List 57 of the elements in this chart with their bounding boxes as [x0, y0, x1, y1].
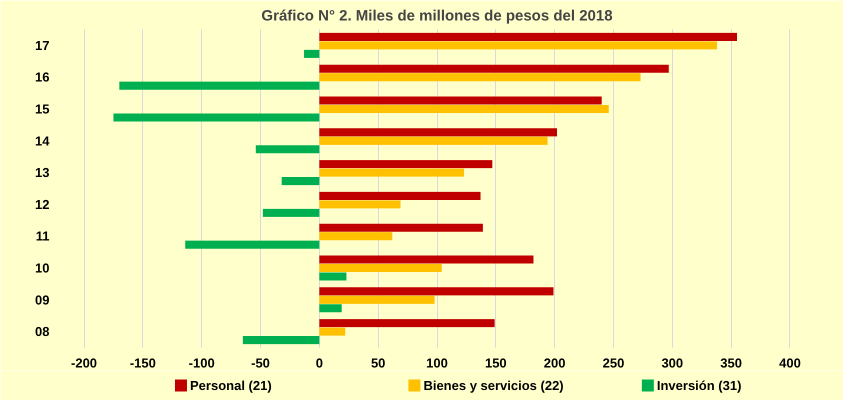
bar: [262, 208, 320, 217]
bar: [304, 50, 320, 58]
x-tick-label: 250: [602, 356, 624, 370]
bar: [319, 168, 464, 177]
x-tick-label: 300: [661, 356, 684, 370]
x-tick-label: 350: [720, 356, 742, 370]
y-tick-label: 13: [35, 165, 50, 180]
x-tick-label: -50: [251, 356, 270, 370]
y-tick-label: 16: [35, 70, 50, 85]
chart-title: Gráfico N° 2. Miles de millones de pesos del 2018: [261, 8, 613, 24]
x-tick-label: 400: [779, 356, 801, 370]
bar: [319, 319, 495, 328]
bar: [113, 113, 320, 122]
x-tick-label: -150: [130, 356, 156, 370]
bar: [242, 336, 320, 344]
bar: [319, 128, 558, 136]
legend-label: Personal (21): [190, 378, 272, 393]
bar: [282, 177, 320, 186]
x-tick-label: 50: [370, 356, 386, 370]
y-tick-label: 17: [35, 38, 50, 53]
bar: [185, 240, 320, 249]
bar: [319, 104, 609, 114]
bar: [319, 160, 492, 168]
bar: [319, 287, 554, 296]
bar: [319, 41, 718, 50]
bar: [319, 272, 346, 281]
bar: [256, 145, 320, 154]
y-tick-label: 10: [35, 260, 50, 276]
legend-label: Bienes y servicios (22): [423, 378, 564, 393]
bar: [319, 296, 435, 304]
bar: [119, 82, 320, 90]
bar: [319, 136, 548, 145]
x-tick-label: 100: [426, 356, 448, 370]
y-tick-label: 14: [35, 133, 50, 148]
y-tick-label: 09: [35, 292, 50, 308]
y-tick-label: 15: [35, 102, 50, 116]
x-tick-label: -100: [188, 356, 215, 370]
legend-label: Inversión (31): [656, 378, 742, 393]
x-tick-label: 200: [544, 356, 566, 370]
bar: [319, 200, 401, 208]
x-tick-label: -200: [71, 356, 98, 370]
x-tick-label: 0: [316, 356, 323, 370]
bar: [319, 32, 738, 41]
y-tick-label: 08: [35, 324, 50, 340]
bar: [319, 64, 669, 73]
bar: [319, 264, 442, 272]
bar: [319, 304, 342, 312]
bar: [319, 96, 602, 105]
bar: [319, 224, 483, 232]
bar: [319, 255, 534, 264]
y-tick-label: 12: [35, 196, 50, 212]
bar: [319, 192, 481, 200]
y-tick-label: 11: [36, 228, 50, 244]
bar: [319, 73, 641, 82]
x-tick-label: 150: [484, 356, 507, 370]
bar: [319, 328, 346, 336]
bar: [319, 232, 392, 240]
